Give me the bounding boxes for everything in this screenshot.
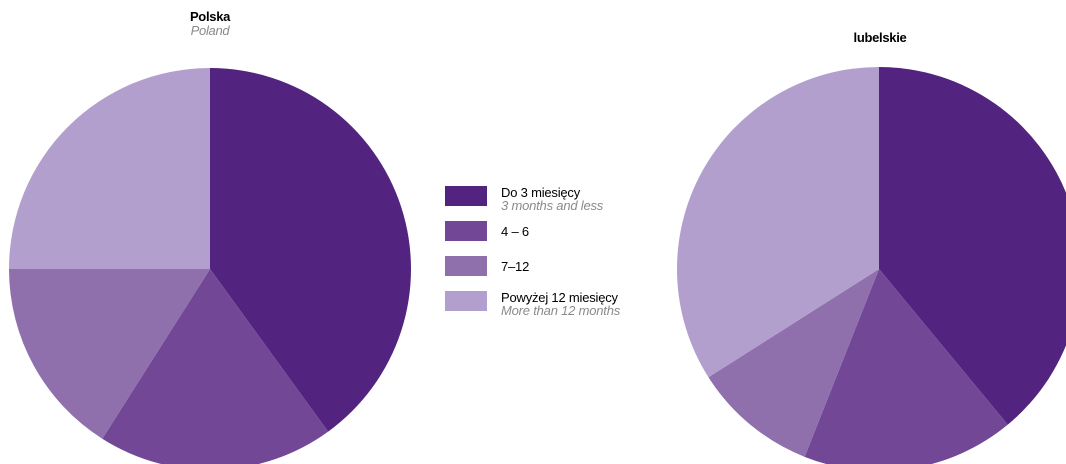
- legend-item: 4 – 6: [445, 221, 675, 256]
- legend-label: 4 – 6: [501, 225, 529, 238]
- chart-title: lubelskie: [853, 30, 907, 45]
- pie-slice: [9, 269, 210, 439]
- legend: Do 3 miesięcy 3 months and less 4 – 6 7–…: [445, 186, 675, 326]
- chart-title-poland: Polska Poland: [130, 10, 290, 37]
- legend-label-pl: Do 3 miesięcy: [501, 185, 581, 200]
- chart-subtitle: Poland: [190, 22, 230, 38]
- pie-slice: [879, 67, 1066, 425]
- pie-slice: [9, 68, 210, 269]
- pie-chart-poland: [9, 68, 411, 464]
- legend-label-pl: 7–12: [501, 259, 530, 274]
- chart-title-lubelskie: lubelskie: [780, 31, 980, 45]
- pie-slice: [708, 269, 879, 457]
- pie-slice: [210, 68, 411, 432]
- legend-swatch: [445, 221, 487, 241]
- pie-slice: [677, 67, 879, 378]
- legend-item: Do 3 miesięcy 3 months and less: [445, 186, 675, 221]
- legend-label: Powyżej 12 miesięcy More than 12 months: [501, 291, 620, 317]
- legend-item: Powyżej 12 miesięcy More than 12 months: [445, 291, 675, 326]
- pie-chart-lubelskie: [677, 67, 1066, 464]
- pie-slice: [804, 269, 1008, 464]
- legend-label-pl: Powyżej 12 miesięcy: [501, 290, 618, 305]
- legend-label: Do 3 miesięcy 3 months and less: [501, 186, 603, 212]
- legend-label: 7–12: [501, 260, 529, 273]
- chart-title: Polska: [189, 9, 231, 24]
- legend-item: 7–12: [445, 256, 675, 291]
- legend-label-en: More than 12 months: [501, 303, 621, 318]
- legend-swatch: [445, 256, 487, 276]
- pie-slice: [102, 269, 329, 464]
- legend-label-en: 3 months and less: [501, 198, 604, 213]
- legend-swatch: [445, 291, 487, 311]
- legend-label-pl: 4 – 6: [501, 224, 529, 239]
- legend-swatch: [445, 186, 487, 206]
